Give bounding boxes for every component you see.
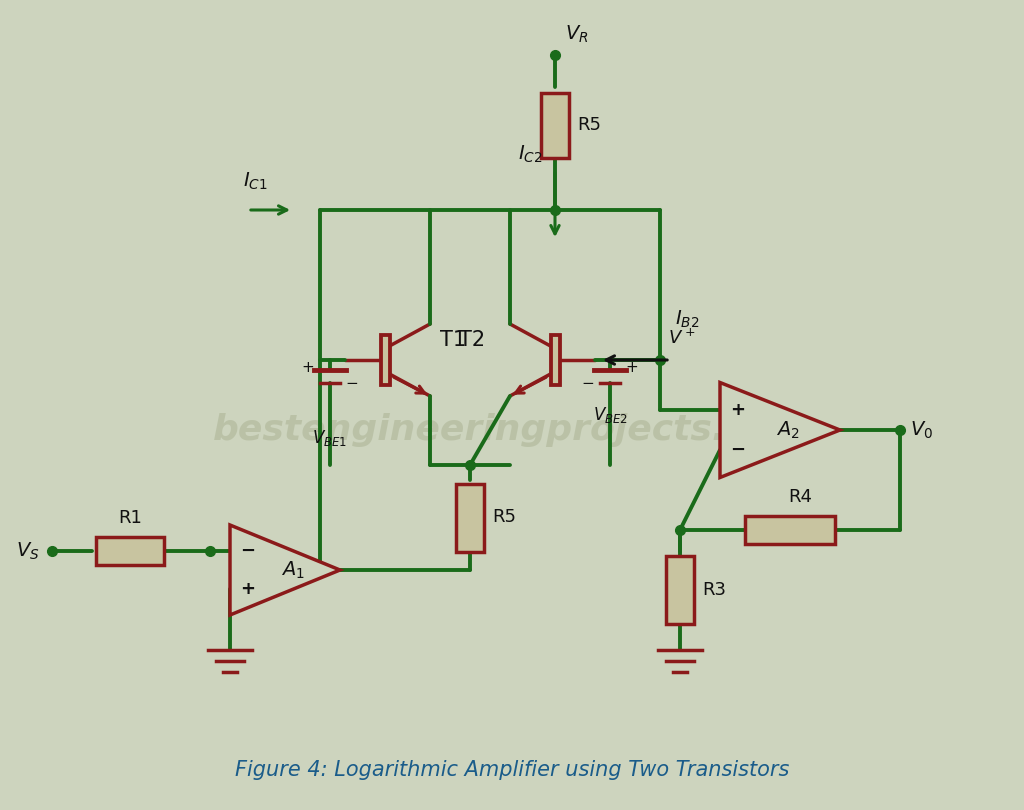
Bar (666, 556, 694, 624)
Text: R3: R3 (702, 581, 726, 599)
Bar (96, 537, 164, 565)
Text: $A_2$: $A_2$ (776, 420, 800, 441)
Text: $V_0$: $V_0$ (910, 420, 933, 441)
Text: bestengineeringprojects.com: bestengineeringprojects.com (213, 413, 811, 447)
Text: +: + (730, 401, 745, 419)
Text: $V_R$: $V_R$ (565, 23, 589, 45)
Bar (745, 516, 835, 544)
Bar (551, 335, 559, 385)
Text: R5: R5 (492, 509, 516, 526)
Text: $I_{B2}$: $I_{B2}$ (675, 309, 699, 330)
Text: $V_S$: $V_S$ (16, 540, 40, 562)
Text: Figure 4: Logarithmic Amplifier using Two Transistors: Figure 4: Logarithmic Amplifier using Tw… (234, 760, 790, 780)
Text: −: − (346, 376, 358, 390)
Text: $V^+$: $V^+$ (668, 329, 695, 348)
Bar (381, 335, 389, 385)
Text: R5: R5 (577, 116, 601, 134)
Polygon shape (230, 525, 340, 615)
Text: +: + (626, 360, 638, 374)
Bar (456, 484, 484, 552)
Text: −: − (730, 441, 745, 459)
Text: $V_{BE1}$: $V_{BE1}$ (312, 428, 347, 448)
Text: $A_1$: $A_1$ (282, 560, 305, 581)
Text: +: + (302, 360, 314, 374)
Text: +: + (241, 580, 256, 598)
Text: −: − (582, 376, 594, 390)
Bar (541, 92, 569, 157)
Text: T2: T2 (459, 330, 485, 350)
Text: −: − (241, 542, 256, 560)
Text: $V_{BE2}$: $V_{BE2}$ (593, 405, 628, 425)
Polygon shape (720, 382, 840, 478)
Text: R1: R1 (118, 509, 142, 527)
Text: R4: R4 (788, 488, 812, 506)
Text: $I_{C2}$: $I_{C2}$ (518, 143, 543, 165)
Text: $I_{C1}$: $I_{C1}$ (243, 171, 267, 192)
Text: T1: T1 (440, 330, 466, 350)
